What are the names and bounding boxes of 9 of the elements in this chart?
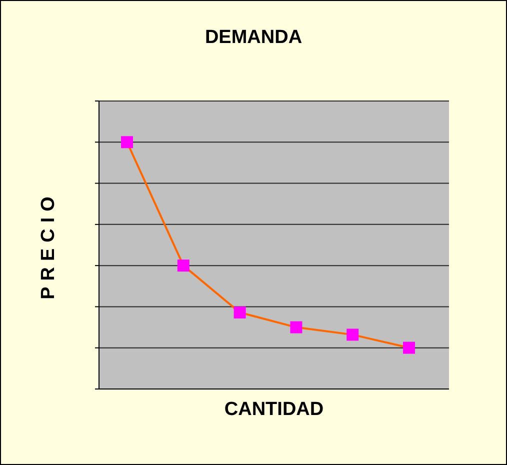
chart-title: DEMANDA	[204, 27, 304, 49]
point	[234, 306, 246, 318]
point	[346, 328, 359, 341]
x-axis-title: CANTIDAD	[223, 399, 325, 421]
point	[403, 342, 415, 354]
y-axis-title: PRECIO	[38, 190, 60, 300]
point	[290, 321, 302, 334]
point	[121, 136, 133, 148]
point	[177, 260, 190, 272]
